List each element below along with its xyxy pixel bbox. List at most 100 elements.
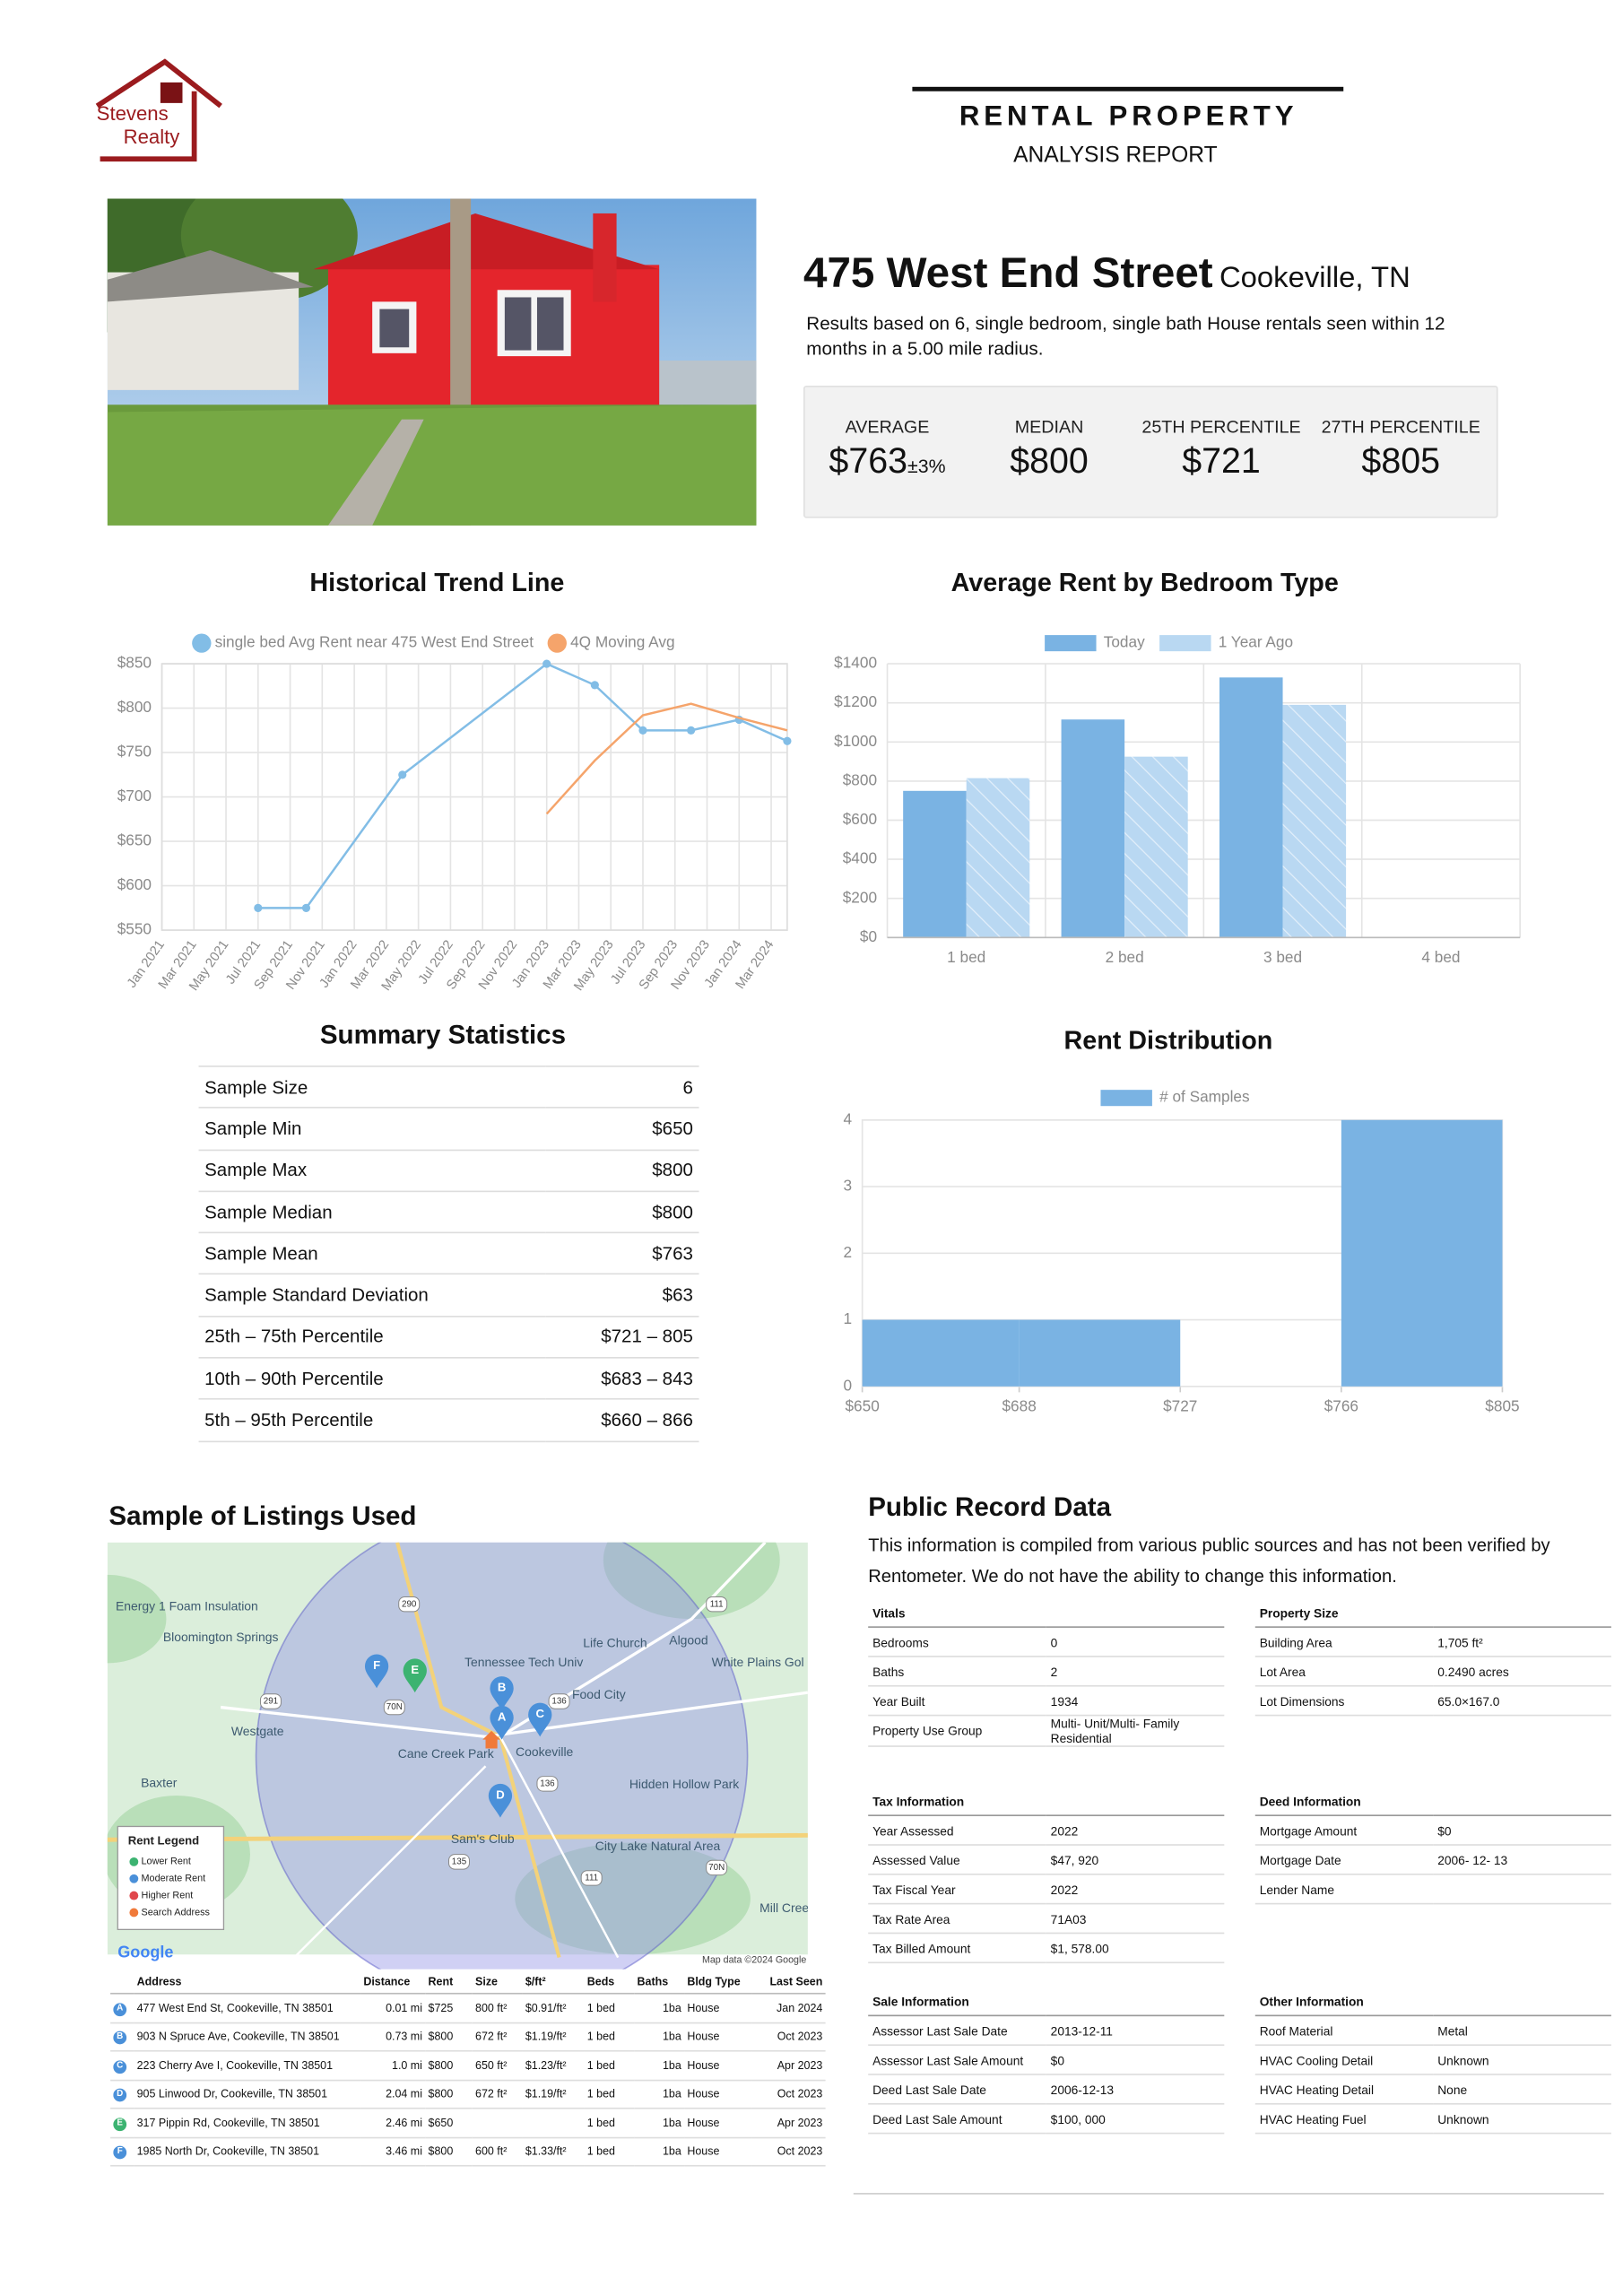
bar: [1219, 677, 1283, 938]
record-value: $47, 920: [1046, 1844, 1225, 1875]
map-label: Tennessee Tech Univ: [464, 1655, 583, 1669]
marker-cell: A: [110, 1993, 135, 2023]
road-shield: [536, 1776, 559, 1792]
header-cell: Distance: [360, 1969, 426, 1995]
summary-label: Sample Size: [198, 1065, 546, 1109]
record-label: Year Assessed: [868, 1815, 1046, 1846]
record-label: Baths: [868, 1656, 1046, 1687]
map-pin: [364, 1654, 389, 1689]
y-tick-label: $800: [117, 698, 152, 716]
record-row: Tax Rate Area 71A03: [868, 1903, 1225, 1935]
map-road: [499, 1735, 620, 1959]
listing-cell: 1ba: [634, 2136, 685, 2167]
listing-cell: House: [684, 1993, 752, 2023]
record-row: Year Built 1934: [868, 1685, 1225, 1717]
address: 475 West End Street: [803, 249, 1213, 298]
listing-cell: 1 bed: [584, 2050, 635, 2081]
logo-wall: [100, 91, 197, 162]
y-tick-label: 4: [844, 1109, 853, 1127]
record-row: Assessor Last Sale Date 2013-12-11: [868, 2015, 1225, 2046]
listing-cell: Jan 2024: [751, 1993, 826, 2023]
record-title: Vitals: [868, 1599, 1225, 1628]
record-label: HVAC Cooling Detail: [1254, 2045, 1434, 2075]
listing-cell: Oct 2023: [751, 2079, 826, 2109]
listing-cell: $650: [425, 2108, 473, 2138]
y-tick-label: $550: [117, 920, 152, 938]
map-brand: Google: [117, 1943, 173, 1961]
map-park: [515, 1842, 751, 1955]
listing-cell: $800: [425, 2079, 473, 2109]
logo-text: Stevens: [97, 102, 169, 125]
y-tick-label: 1: [844, 1309, 853, 1327]
address-line: 475 West End Street Cookeville, TN: [803, 250, 1410, 299]
map-legend-swatch: [129, 1908, 139, 1918]
logo-roof: [95, 58, 222, 109]
listing-cell: 2.04 mi: [360, 2079, 426, 2109]
listing-cell: 1985 North Dr, Cookeville, TN 38501: [134, 2136, 361, 2167]
logo-text: Realty: [124, 126, 181, 148]
stat-note: ±3%: [907, 455, 946, 477]
histogram-bar: [862, 1319, 1020, 1387]
listing-row: E 317 Pippin Rd, Cookeville, TN 38501 2.46…: [110, 2108, 826, 2138]
map-legend-label: Search Address: [142, 1907, 211, 1918]
listing-cell: 1 bed: [584, 2079, 635, 2109]
record-label: Mortgage Amount: [1254, 1815, 1434, 1846]
record-table: Other Information Roof Material Metal HVAC …: [1254, 1987, 1611, 2135]
summary-label: Sample Mean: [198, 1232, 546, 1275]
record-value: 2: [1046, 1656, 1225, 1687]
record-title: Sale Information: [868, 1987, 1225, 2017]
pin-letter: E: [411, 1663, 419, 1676]
marker-cell: C: [110, 2050, 135, 2081]
map-label: Westgate: [231, 1724, 284, 1738]
record-value: $100, 000: [1046, 2103, 1225, 2135]
map-label: Life Church: [583, 1636, 647, 1650]
city: Cookeville, TN: [1219, 262, 1410, 295]
legend-label: Today: [1104, 633, 1145, 651]
summary-value: $63: [545, 1274, 699, 1318]
map-park: [107, 1574, 167, 1664]
map-label: Bloomington Springs: [163, 1630, 279, 1644]
legend-label: 1 Year Ago: [1219, 633, 1293, 651]
record-header: Tax Information: [868, 1787, 1225, 1816]
record-row: Tax Billed Amount $1, 578.00: [868, 1933, 1225, 1964]
x-tick-label: 3 bed: [1263, 948, 1302, 966]
listing-cell: 1ba: [634, 2108, 685, 2138]
road-number: 135: [452, 1857, 467, 1866]
record-value: $1, 578.00: [1046, 1933, 1225, 1964]
map-legend-swatch: [129, 1857, 139, 1866]
listing-cell: 903 N Spruce Ave, Cookeville, TN 38501: [134, 2022, 361, 2052]
stat-number: $721: [1182, 441, 1261, 482]
stat-value: $800: [961, 441, 1138, 483]
record-row: Lender Name: [1254, 1874, 1611, 1905]
record-value: 1934: [1046, 1685, 1225, 1717]
marker-dot: C: [113, 2059, 127, 2074]
listing-cell: $800: [425, 2050, 473, 2081]
header-cell: Bldg Type: [684, 1969, 752, 1995]
map-pin: [490, 1676, 514, 1710]
summary-row: Sample Median $800: [198, 1191, 699, 1234]
listing-cell: Apr 2023: [751, 2050, 826, 2081]
listing-cell: 905 Linwood Dr, Cookeville, TN 38501: [134, 2079, 361, 2109]
record-value: 0.2490 acres: [1433, 1656, 1611, 1687]
listing-row: D 905 Linwood Dr, Cookeville, TN 38501 2.0…: [110, 2079, 826, 2109]
road-shield: [383, 1699, 405, 1716]
search-radius: [255, 1542, 749, 1970]
y-tick-label: $600: [843, 810, 877, 828]
search-address-icon: [482, 1730, 500, 1749]
listing-cell: House: [684, 2079, 752, 2109]
legend-swatch: [1045, 635, 1097, 652]
section-title: Sample of Listings Used: [108, 1500, 417, 1531]
record-value: Metal: [1433, 2015, 1611, 2046]
bar: [1124, 756, 1188, 938]
map-label: City Lake Natural Area: [595, 1839, 721, 1853]
chart-title: Rent Distribution: [1064, 1026, 1273, 1055]
map-label: Sam's Club: [451, 1831, 515, 1846]
listing-cell: $0.91/ft²: [522, 1993, 585, 2023]
listing-row: F 1985 North Dr, Cookeville, TN 38501 3.46…: [110, 2136, 826, 2167]
empty-cell: [1433, 1874, 1611, 1905]
legend-label: single bed Avg Rent near 475 West End St…: [215, 633, 534, 651]
listing-cell: $725: [425, 1993, 473, 2023]
